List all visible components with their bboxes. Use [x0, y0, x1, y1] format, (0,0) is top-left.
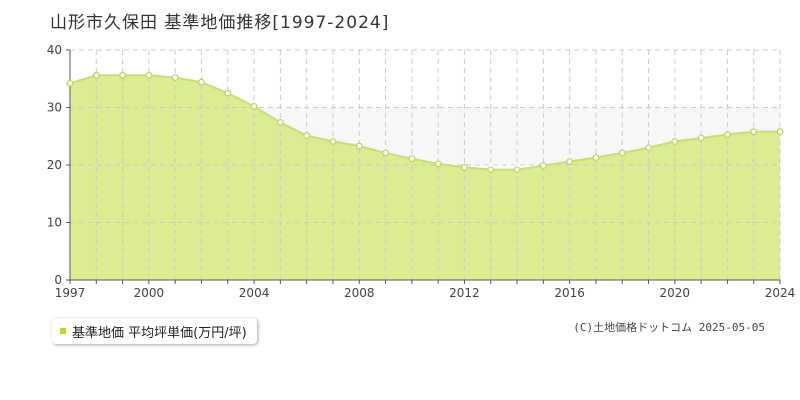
data-point: [408, 155, 416, 163]
data-point: [276, 119, 284, 126]
data-point: [119, 71, 126, 79]
y-tick-label: 30: [47, 101, 62, 115]
data-point: [198, 78, 205, 86]
data-point: [329, 138, 337, 145]
data-point: [776, 128, 784, 136]
data-point: [566, 158, 574, 165]
series-area: [70, 75, 780, 280]
y-tick-label: 20: [47, 158, 62, 172]
data-point: [382, 149, 389, 157]
copyright-text: (C)土地価格ドットコム 2025-05-05: [573, 321, 765, 334]
x-tick-label: 2016: [554, 286, 585, 300]
legend: 基準地価 平均坪単価(万円/坪): [52, 318, 257, 344]
data-point: [487, 166, 495, 174]
y-tick-label: 0: [54, 273, 62, 287]
data-point: [592, 154, 600, 161]
data-point: [461, 163, 468, 171]
x-tick-label: 2008: [344, 286, 375, 300]
data-point: [250, 102, 258, 110]
y-tick-label: 10: [47, 216, 62, 230]
data-point: [145, 71, 153, 79]
y-tick-label: 40: [47, 43, 62, 57]
series-line: [69, 74, 780, 171]
data-point: [513, 166, 521, 174]
data-point: [434, 160, 442, 168]
data-point: [645, 144, 652, 152]
chart-title: 山形市久保田 基準地価推移[1997-2024]: [50, 13, 390, 33]
data-point: [539, 162, 547, 169]
x-tick-label: 2004: [239, 286, 270, 300]
x-tick-label: 1997: [55, 286, 86, 300]
data-point: [355, 142, 363, 150]
x-tick-label: 2000: [134, 286, 165, 300]
data-point: [671, 138, 679, 145]
data-point: [618, 149, 626, 157]
legend-label: 基準地価 平均坪単価(万円/坪): [72, 325, 247, 341]
data-point: [724, 131, 731, 138]
data-point: [750, 128, 758, 136]
data-point: [303, 132, 311, 140]
legend-swatch: [60, 328, 66, 334]
data-point: [92, 71, 100, 79]
data-point: [224, 89, 232, 97]
data-point: [171, 74, 179, 81]
x-tick-label: 2024: [765, 286, 796, 300]
data-point: [66, 79, 74, 87]
x-tick-label: 2012: [449, 286, 480, 300]
x-tick-label: 2020: [660, 286, 691, 300]
data-point: [697, 134, 705, 142]
